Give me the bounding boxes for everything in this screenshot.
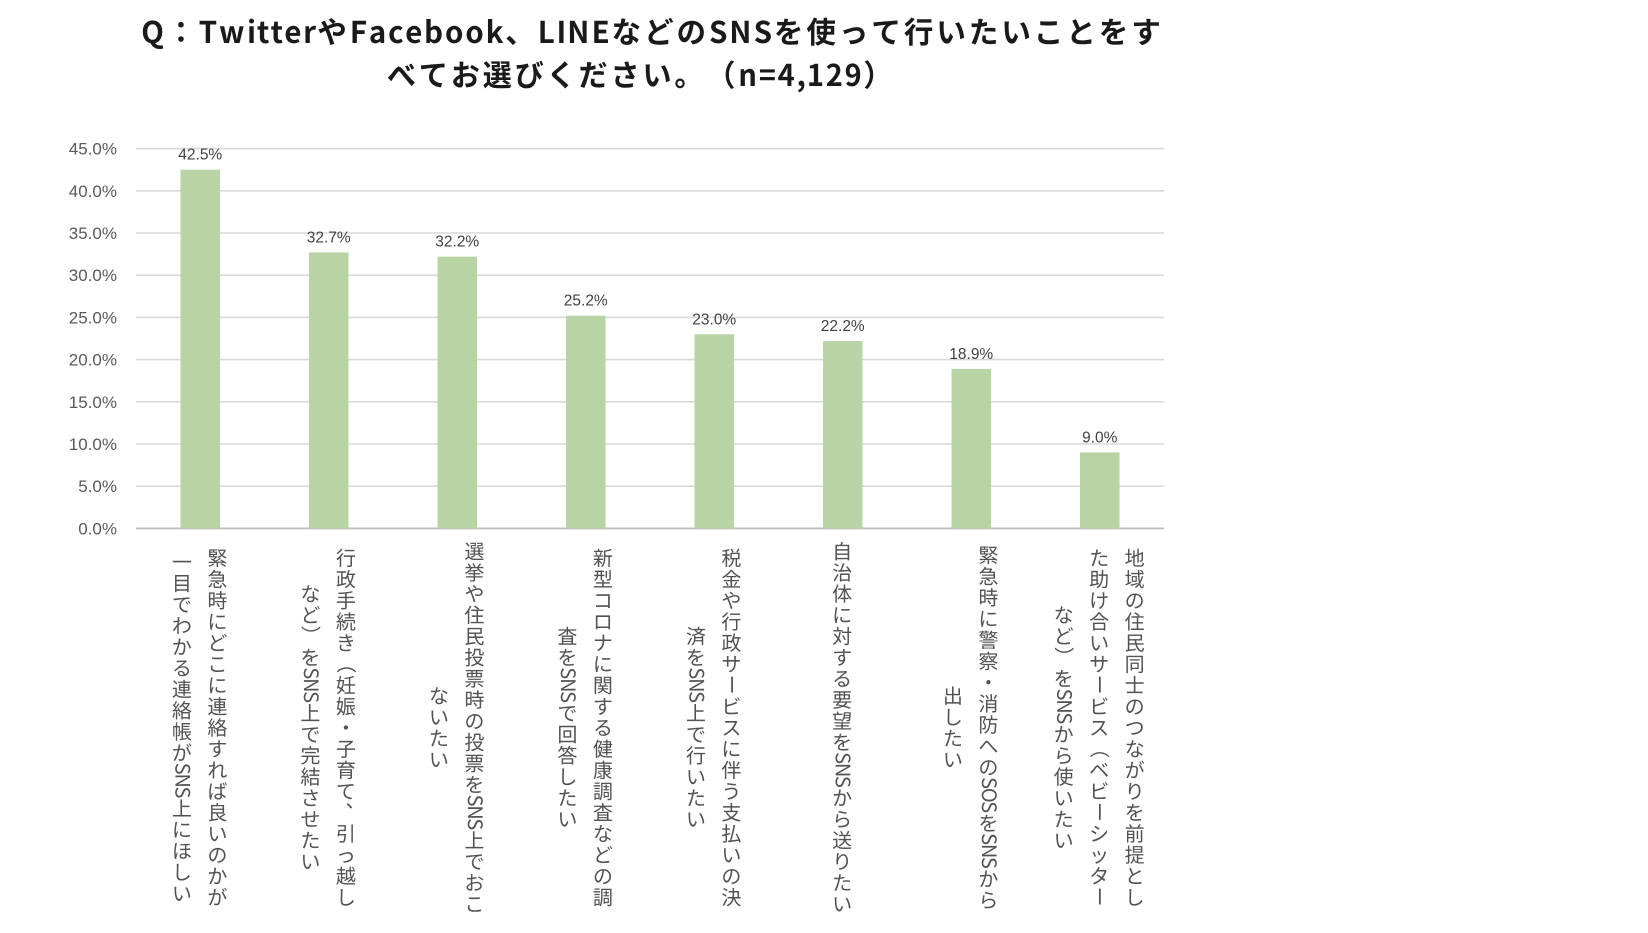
svg-text:45.0%: 45.0%	[69, 140, 117, 159]
svg-text:23.0%: 23.0%	[692, 311, 736, 328]
svg-text:25.0%: 25.0%	[69, 308, 117, 327]
svg-text:5.0%: 5.0%	[78, 477, 117, 496]
svg-text:20.0%: 20.0%	[69, 351, 117, 370]
svg-text:0.0%: 0.0%	[78, 519, 117, 538]
svg-text:42.5%: 42.5%	[178, 147, 222, 164]
svg-text:35.0%: 35.0%	[69, 224, 117, 243]
svg-text:9.0%: 9.0%	[1082, 429, 1118, 446]
svg-text:18.9%: 18.9%	[949, 346, 993, 363]
svg-text:32.7%: 32.7%	[307, 229, 351, 246]
svg-text:15.0%: 15.0%	[69, 393, 117, 412]
svg-text:25.2%: 25.2%	[564, 293, 608, 310]
svg-text:32.2%: 32.2%	[435, 234, 479, 251]
svg-text:10.0%: 10.0%	[69, 435, 117, 454]
svg-text:30.0%: 30.0%	[69, 266, 117, 285]
svg-text:40.0%: 40.0%	[69, 182, 117, 201]
svg-text:22.2%: 22.2%	[821, 318, 865, 335]
